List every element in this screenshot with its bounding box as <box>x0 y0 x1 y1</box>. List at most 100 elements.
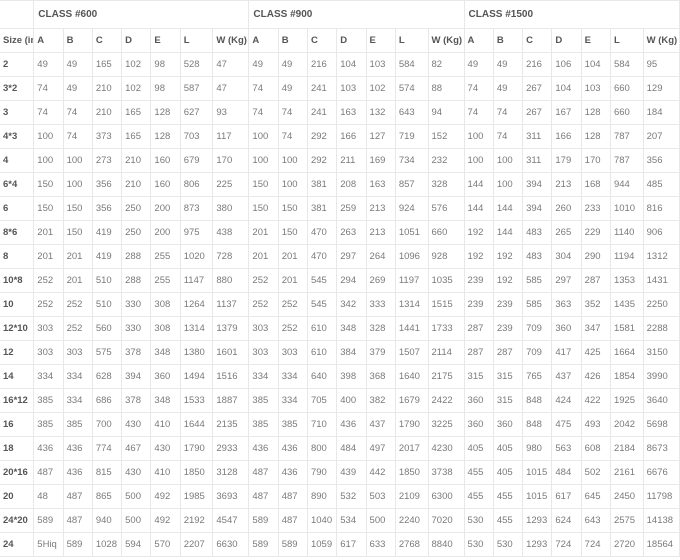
data-cell: 150 <box>63 221 92 245</box>
data-cell: 487 <box>63 509 92 533</box>
class-600-header: CLASS #600 <box>34 1 249 29</box>
data-cell: 241 <box>307 77 336 101</box>
data-cell: 530 <box>464 533 493 557</box>
data-cell: 201 <box>278 269 307 293</box>
data-cell: 252 <box>249 269 278 293</box>
data-cell: 348 <box>337 317 366 341</box>
data-cell: 405 <box>493 437 522 461</box>
data-cell: 570 <box>151 533 180 557</box>
data-cell: 74 <box>34 101 63 125</box>
data-cell: 545 <box>307 269 336 293</box>
data-cell: 297 <box>337 245 366 269</box>
data-cell: 129 <box>643 77 679 101</box>
data-cell: 487 <box>63 485 92 509</box>
data-cell: 201 <box>63 245 92 269</box>
data-cell: 334 <box>63 365 92 389</box>
data-cell: 1733 <box>428 317 464 341</box>
data-cell: 74 <box>493 125 522 149</box>
data-cell: 574 <box>395 77 428 101</box>
data-cell: 385 <box>249 413 278 437</box>
data-cell: 102 <box>122 53 151 77</box>
data-cell: 436 <box>34 437 63 461</box>
data-cell: 49 <box>63 77 92 101</box>
table-row: 6150150356250200873380150150381259213924… <box>0 197 680 221</box>
data-cell: 487 <box>278 485 307 509</box>
data-cell: 660 <box>610 77 643 101</box>
data-cell: 304 <box>552 245 581 269</box>
data-cell: 49 <box>464 53 493 77</box>
data-cell: 2450 <box>610 485 643 509</box>
data-cell: 6676 <box>643 461 679 485</box>
data-cell: 192 <box>493 269 522 293</box>
data-cell: 2114 <box>428 341 464 365</box>
data-cell: 1137 <box>213 293 249 317</box>
data-cell: 98 <box>151 77 180 101</box>
data-cell: 8840 <box>428 533 464 557</box>
data-cell: 560 <box>92 317 121 341</box>
size-cell: 16 <box>0 413 34 437</box>
data-cell: 587 <box>180 77 213 101</box>
data-cell: 589 <box>34 509 63 533</box>
data-cell: 455 <box>464 485 493 509</box>
data-cell: 848 <box>523 389 552 413</box>
data-cell: 201 <box>34 221 63 245</box>
data-cell: 303 <box>249 317 278 341</box>
data-cell: 49 <box>493 53 522 77</box>
data-cell: 492 <box>151 485 180 509</box>
data-cell: 660 <box>610 101 643 125</box>
data-cell: 211 <box>337 149 366 173</box>
data-cell: 315 <box>464 365 493 389</box>
data-cell: 2422 <box>428 389 464 413</box>
data-cell: 303 <box>34 317 63 341</box>
data-cell: 144 <box>464 173 493 197</box>
col-header: C <box>523 29 552 53</box>
data-cell: 617 <box>552 485 581 509</box>
data-cell: 165 <box>122 101 151 125</box>
data-cell: 1494 <box>180 365 213 389</box>
data-cell: 437 <box>552 365 581 389</box>
table-row: 10*8252201510288255114788025220154529426… <box>0 269 680 293</box>
data-cell: 74 <box>63 101 92 125</box>
data-cell: 356 <box>92 173 121 197</box>
data-cell: 385 <box>278 413 307 437</box>
col-header: A <box>464 29 493 53</box>
data-cell: 7020 <box>428 509 464 533</box>
data-cell: 806 <box>180 173 213 197</box>
table-row: 1025225251033030812641137252252545342333… <box>0 293 680 317</box>
data-cell: 857 <box>395 173 428 197</box>
data-cell: 252 <box>278 293 307 317</box>
table-row: 4100100273210160679170100100292211169734… <box>0 149 680 173</box>
data-cell: 233 <box>581 197 610 221</box>
data-cell: 381 <box>307 173 336 197</box>
data-cell: 104 <box>581 53 610 77</box>
data-cell: 492 <box>151 509 180 533</box>
data-cell: 269 <box>366 269 395 293</box>
data-cell: 719 <box>395 125 428 149</box>
data-cell: 100 <box>278 149 307 173</box>
data-cell: 724 <box>552 533 581 557</box>
data-cell: 334 <box>278 389 307 413</box>
data-cell: 594 <box>122 533 151 557</box>
data-cell: 263 <box>337 221 366 245</box>
table-row: 2494916510298528474949216104103584824949… <box>0 53 680 77</box>
data-cell: 645 <box>581 485 610 509</box>
col-header: L <box>610 29 643 53</box>
data-cell: 589 <box>249 509 278 533</box>
data-cell: 589 <box>249 533 278 557</box>
data-cell: 2135 <box>213 413 249 437</box>
data-cell: 49 <box>278 77 307 101</box>
data-cell: 1140 <box>610 221 643 245</box>
table-row: 1230330357537834813801601303303610384379… <box>0 341 680 365</box>
data-cell: 2720 <box>610 533 643 557</box>
size-cell: 10*8 <box>0 269 34 293</box>
col-header: C <box>307 29 336 53</box>
data-cell: 710 <box>307 413 336 437</box>
data-cell: 201 <box>34 245 63 269</box>
data-cell: 430 <box>122 461 151 485</box>
data-cell: 287 <box>464 317 493 341</box>
data-cell: 2575 <box>610 509 643 533</box>
data-cell: 385 <box>34 413 63 437</box>
data-cell: 334 <box>278 365 307 389</box>
data-cell: 1679 <box>395 389 428 413</box>
data-cell: 128 <box>581 125 610 149</box>
